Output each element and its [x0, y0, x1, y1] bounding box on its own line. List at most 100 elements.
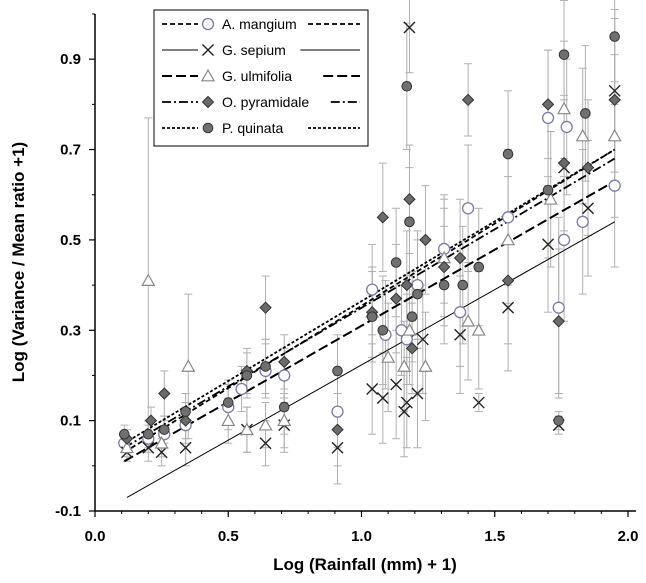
data-point-x [502, 301, 515, 314]
y-tick-label: 0.7 [60, 142, 81, 159]
data-point-filled-diamond [405, 342, 419, 355]
data-point-filled-diamond [552, 315, 565, 328]
ticks: 0.0 0.5 1.0 1.5 2.0 -0.1 0.1 0.3 0.5 0.7 0.9 [55, 13, 639, 545]
legend-label: P. quinata [222, 120, 283, 136]
data-point-open-triangle [557, 101, 572, 115]
data-point-filled-diamond [144, 414, 158, 427]
data-point-filled-diamond [557, 156, 571, 170]
data-point-filled-diamond [437, 260, 451, 274]
data-point-filled-diamond [541, 98, 555, 111]
data-point-filled-diamond [461, 93, 475, 107]
data-point-filled-diamond [278, 355, 291, 369]
data-point-filled-circle [457, 279, 469, 291]
data-point-open-triangle [181, 359, 196, 372]
data-point-open-triangle [607, 128, 622, 142]
data-point-open-circle [235, 382, 248, 396]
data-point-filled-diamond [331, 423, 344, 436]
data-point-open-triangle [221, 413, 236, 427]
data-point-filled-diamond [581, 161, 595, 174]
data-point-x [403, 21, 416, 34]
data-point-filled-circle [278, 401, 290, 413]
x-axis-title: Log (Rainfall (mm) + 1) [273, 555, 457, 574]
x-tick-label: 2.0 [618, 528, 639, 545]
data-point-x [390, 378, 403, 391]
data-point-x [472, 396, 485, 409]
data-point-open-circle [560, 120, 573, 134]
data-point-filled-circle [119, 428, 130, 440]
data-point-filled-diamond [608, 93, 621, 107]
data-point-filled-circle [404, 216, 415, 228]
data-point-filled-circle [580, 108, 591, 119]
data-point-x [542, 238, 555, 251]
legend-label: G. ulmifolia [222, 68, 292, 84]
data-point-open-triangle [277, 413, 292, 427]
data-point-open-circle [278, 369, 291, 382]
data-point-filled-circle [222, 397, 234, 408]
data-points [118, 21, 622, 459]
data-point-filled-circle [553, 415, 565, 426]
data-point-open-triangle [501, 232, 516, 246]
data-point-filled-diamond [400, 278, 414, 292]
data-point-x [331, 441, 344, 454]
data-point-open-triangle [471, 323, 486, 336]
data-point-filled-diamond [376, 211, 390, 224]
regression-line [123, 148, 616, 444]
data-point-open-circle [501, 211, 515, 224]
data-point-filled-circle [390, 257, 402, 268]
data-point-filled-circle [332, 365, 343, 377]
data-point-x [259, 437, 272, 450]
data-point-open-triangle [397, 359, 412, 372]
data-point-x [366, 383, 379, 396]
legend-label: G. sepium [222, 42, 286, 58]
data-point-open-circle [461, 202, 475, 215]
data-point-filled-circle [558, 49, 570, 60]
data-point-filled-circle [438, 279, 450, 291]
data-point-filled-diamond [158, 387, 171, 400]
y-tick-label: 0.1 [60, 413, 81, 430]
data-point-filled-circle [609, 31, 620, 42]
regression-line [123, 148, 616, 454]
data-point-open-circle [608, 179, 621, 192]
y-tick-label: 0.9 [60, 51, 81, 68]
data-point-filled-circle [502, 148, 514, 160]
data-point-open-triangle [141, 273, 156, 286]
data-point-filled-diamond [419, 233, 432, 247]
regression-line [126, 221, 615, 498]
y-tick-label: 0.3 [60, 322, 81, 339]
data-point-open-circle [331, 405, 344, 418]
data-point-x [376, 392, 389, 405]
data-point-open-triangle [119, 440, 134, 454]
data-point-open-triangle [258, 417, 273, 431]
data-point-open-triangle [402, 323, 417, 336]
legend-label: O. pyramidale [222, 94, 309, 110]
regression-lines [123, 148, 616, 498]
legend: A. mangium G. sepium G. ulmifolia O. pyrami… [153, 9, 369, 147]
y-tick-label: 0.5 [60, 232, 81, 249]
data-point-open-triangle [575, 128, 590, 142]
regression-line [123, 157, 616, 449]
data-point-filled-circle [366, 311, 378, 323]
y-tick-label: -0.1 [55, 503, 81, 520]
x-tick-label: 0.5 [218, 528, 239, 545]
x-tick-label: 1.0 [351, 528, 372, 545]
data-point-filled-diamond [389, 292, 403, 305]
data-point-open-triangle [461, 314, 476, 327]
data-point-open-triangle [154, 435, 169, 449]
data-point-x [582, 202, 595, 215]
data-point-x [454, 328, 467, 341]
data-point-filled-circle [412, 288, 423, 300]
data-point-open-triangle [543, 192, 558, 205]
data-point-x [142, 441, 155, 454]
legend-marker-open-triangle [200, 68, 216, 82]
data-point-open-circle [453, 306, 467, 319]
data-point-filled-circle [473, 261, 485, 273]
legend-label: A. mangium [222, 16, 297, 32]
legend-box [153, 9, 369, 147]
data-point-filled-circle [260, 361, 271, 372]
data-point-open-circle [552, 301, 565, 314]
data-point-open-triangle [418, 359, 433, 372]
data-point-open-circle [541, 111, 555, 125]
data-point-filled-circle [401, 80, 413, 92]
data-point-filled-circle [158, 424, 170, 435]
